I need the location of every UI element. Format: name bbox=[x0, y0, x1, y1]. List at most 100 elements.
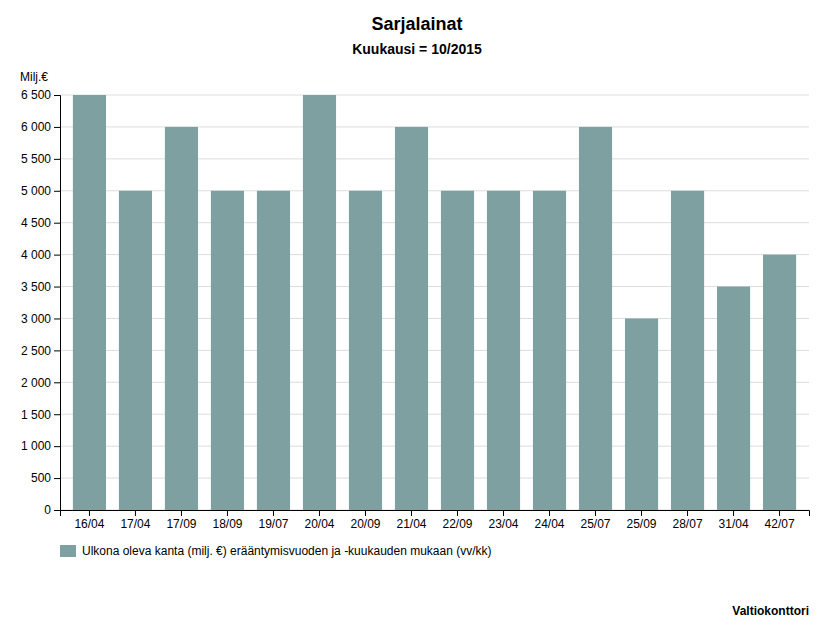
bar bbox=[717, 287, 750, 510]
x-tick-mark bbox=[503, 510, 504, 516]
y-tick-label: 5 500 bbox=[21, 152, 51, 166]
x-tick: 24/04 bbox=[535, 510, 565, 531]
watermark: Valtiokonttori bbox=[732, 604, 809, 618]
y-tick-mark bbox=[54, 191, 60, 192]
bar bbox=[441, 191, 474, 510]
y-tick-mark bbox=[54, 382, 60, 383]
x-tick-label: 24/04 bbox=[535, 517, 565, 531]
x-tick: 31/04 bbox=[719, 510, 749, 531]
x-tick-mark bbox=[135, 510, 136, 516]
plot: 05001 0001 5002 0002 5003 0003 5004 0004… bbox=[21, 88, 810, 530]
x-tick-mark bbox=[779, 510, 780, 516]
x-tick: 19/07 bbox=[258, 510, 288, 531]
x-tick: 25/09 bbox=[627, 510, 657, 531]
x-tick-mark bbox=[595, 510, 596, 516]
x-tick-label: 20/04 bbox=[304, 517, 334, 531]
x-tick-label: 31/04 bbox=[719, 517, 749, 531]
y-tick: 5 500 bbox=[21, 152, 60, 166]
bar bbox=[211, 191, 244, 510]
x-tick-mark bbox=[457, 510, 458, 516]
y-tick: 6 000 bbox=[21, 120, 60, 134]
y-tick: 1 000 bbox=[21, 439, 60, 453]
bar bbox=[119, 191, 152, 510]
legend-item: Ulkona oleva kanta (milj. €) erääntymisv… bbox=[60, 544, 492, 558]
bar bbox=[671, 191, 704, 510]
bar bbox=[487, 191, 520, 510]
bar bbox=[533, 191, 566, 510]
x-tick: 22/09 bbox=[442, 510, 472, 531]
y-tick-mark bbox=[54, 287, 60, 288]
y-tick-mark bbox=[54, 95, 60, 96]
x-tick: 20/09 bbox=[350, 510, 380, 531]
y-tick-label: 6 000 bbox=[21, 120, 51, 134]
y-axis-line bbox=[54, 96, 61, 511]
x-tick-mark bbox=[273, 510, 274, 516]
x-tick-label: 19/07 bbox=[258, 517, 288, 531]
y-axis: 05001 0001 5002 0002 5003 0003 5004 0004… bbox=[21, 88, 61, 517]
y-tick-label: 6 500 bbox=[21, 88, 51, 102]
y-tick-label: 2 500 bbox=[21, 344, 51, 358]
bar bbox=[625, 318, 658, 510]
y-tick: 2 000 bbox=[21, 376, 60, 390]
x-tick: 21/04 bbox=[396, 510, 426, 531]
y-tick-label: 2 000 bbox=[21, 376, 51, 390]
y-axis-title: Milj.€ bbox=[20, 70, 48, 84]
grid-line bbox=[60, 95, 809, 96]
y-tick: 0 bbox=[44, 503, 60, 517]
x-tick-mark bbox=[411, 510, 412, 516]
y-tick-label: 3 500 bbox=[21, 280, 51, 294]
y-tick-mark bbox=[54, 159, 60, 160]
grid bbox=[60, 95, 809, 510]
x-tick-label: 42/07 bbox=[765, 517, 795, 531]
x-tick-label: 23/04 bbox=[488, 517, 518, 531]
x-tick: 28/07 bbox=[673, 510, 703, 531]
x-tick-mark bbox=[733, 510, 734, 516]
x-tick-label: 17/04 bbox=[120, 517, 150, 531]
x-tick-label: 21/04 bbox=[396, 517, 426, 531]
x-axis-line bbox=[61, 511, 810, 517]
x-tick-mark bbox=[641, 510, 642, 516]
x-tick-mark bbox=[227, 510, 228, 516]
x-tick: 42/07 bbox=[765, 510, 795, 531]
x-axis: 16/04 17/04 17/09 18/09 19/07 20/04 20/09 21/04… bbox=[61, 510, 810, 531]
x-tick-mark bbox=[549, 510, 550, 516]
subtitle: Kuukausi = 10/2015 bbox=[352, 41, 482, 57]
x-tick-mark bbox=[365, 510, 366, 516]
y-tick-mark bbox=[54, 414, 60, 415]
bar bbox=[395, 127, 428, 510]
y-tick-mark bbox=[54, 350, 60, 351]
bar bbox=[303, 95, 336, 510]
x-tick-mark bbox=[687, 510, 688, 516]
legend-swatch bbox=[60, 545, 76, 557]
x-tick-label: 25/09 bbox=[627, 517, 657, 531]
x-tick: 17/09 bbox=[166, 510, 196, 531]
y-tick-mark bbox=[54, 446, 60, 447]
legend: Ulkona oleva kanta (milj. €) erääntymisv… bbox=[60, 544, 492, 558]
y-tick-mark bbox=[54, 127, 60, 128]
x-tick-label: 16/04 bbox=[74, 517, 104, 531]
y-tick-label: 0 bbox=[44, 503, 51, 517]
x-tick: 16/04 bbox=[74, 510, 104, 531]
x-tick-mark bbox=[181, 510, 182, 516]
bar bbox=[763, 255, 796, 510]
y-tick-label: 5 000 bbox=[21, 184, 51, 198]
bars bbox=[73, 95, 796, 510]
x-tick-label: 28/07 bbox=[673, 517, 703, 531]
x-tick-label: 18/09 bbox=[212, 517, 242, 531]
y-tick: 4 000 bbox=[21, 248, 60, 262]
legend-label: Ulkona oleva kanta (milj. €) erääntymisv… bbox=[82, 544, 492, 558]
y-tick-mark bbox=[54, 318, 60, 319]
x-tick: 17/04 bbox=[120, 510, 150, 531]
x-tick: 18/09 bbox=[212, 510, 242, 531]
x-tick-label: 20/09 bbox=[350, 517, 380, 531]
bar bbox=[349, 191, 382, 510]
x-tick-label: 22/09 bbox=[442, 517, 472, 531]
y-tick-label: 500 bbox=[31, 471, 51, 485]
bar bbox=[579, 127, 612, 510]
y-tick-label: 1 500 bbox=[21, 408, 51, 422]
x-tick: 20/04 bbox=[304, 510, 334, 531]
title: Sarjalainat bbox=[371, 14, 462, 34]
y-tick: 500 bbox=[31, 471, 60, 485]
y-tick-label: 1 000 bbox=[21, 439, 51, 453]
y-tick-mark bbox=[54, 255, 60, 256]
